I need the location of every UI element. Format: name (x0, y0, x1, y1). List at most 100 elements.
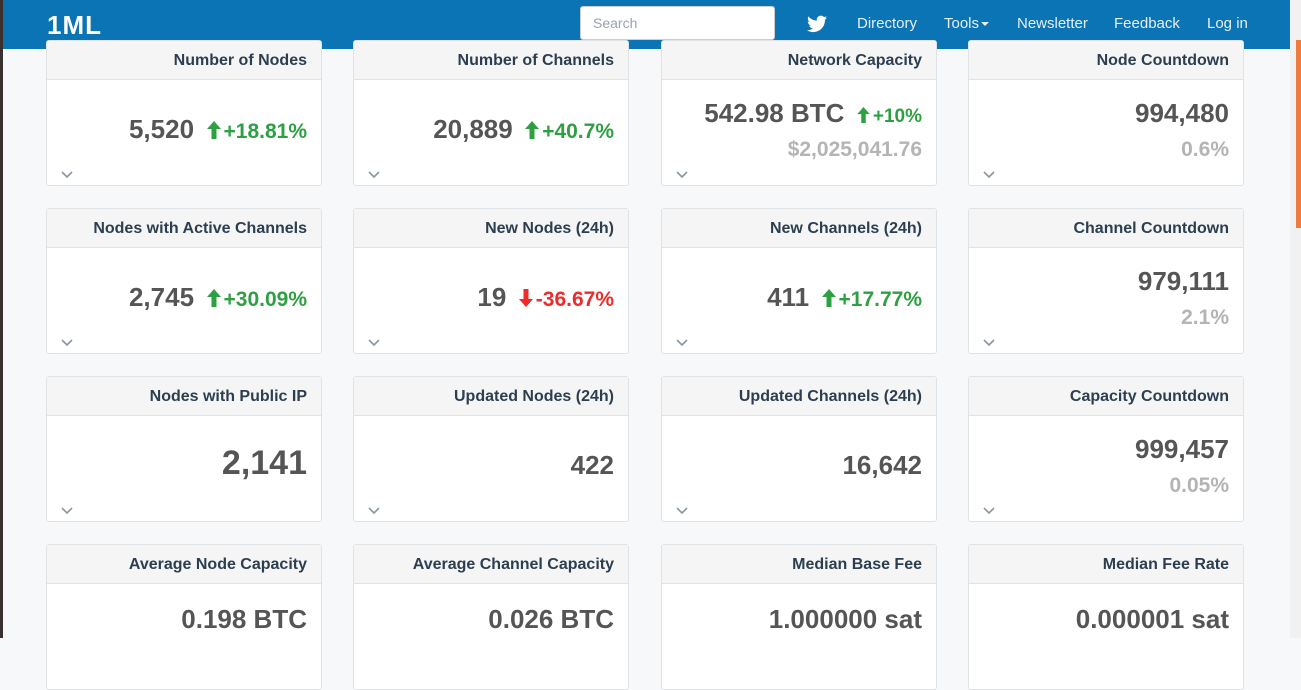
stat-row: 2,745 +30.09% (129, 282, 307, 313)
stat-row: 542.98 BTC +10% (704, 98, 922, 129)
chevron-down-icon[interactable] (983, 507, 995, 515)
stat-value: 542.98 BTC (704, 98, 845, 128)
change-value: +17.77% (838, 288, 923, 311)
chevron-down-icon[interactable] (368, 339, 380, 347)
stat-row: 2,141 (222, 444, 307, 483)
card-title: New Nodes (24h) (354, 209, 628, 248)
card-title: Average Node Capacity (47, 545, 321, 584)
stat-value: 2,745 (128, 282, 195, 312)
arrow-up-icon (206, 289, 221, 307)
nav-link-tools[interactable]: Tools (944, 15, 990, 32)
change-up: +17.77% (821, 288, 923, 311)
stat-row: 0.000001 sat (1076, 604, 1229, 635)
chevron-down-icon[interactable] (61, 339, 73, 347)
stat-row: 411 +17.77% (767, 282, 922, 313)
stat-row: 999,457 (1135, 434, 1229, 465)
card-median-fee-rate: Median Fee Rate 0.000001 sat (968, 544, 1244, 690)
card-node-countdown: Node Countdown 994,480 0.6% (968, 40, 1244, 186)
card-title: Network Capacity (662, 41, 936, 80)
card-number-of-channels: Number of Channels 20,889 +40.7% (353, 40, 629, 186)
card-updated-channels: Updated Channels (24h) 16,642 (661, 376, 937, 522)
card-title: Average Channel Capacity (354, 545, 628, 584)
stat-row: 16,642 (842, 450, 922, 481)
change-value: +10% (872, 106, 922, 127)
chevron-down-icon[interactable] (368, 171, 380, 179)
chevron-down-icon[interactable] (61, 507, 73, 515)
stat-value: 0.000001 sat (1075, 604, 1229, 634)
change-value: +18.81% (223, 120, 308, 143)
stat-row: 19 -36.67% (477, 282, 614, 313)
arrow-up-icon (206, 121, 221, 139)
chevron-down-icon[interactable] (676, 507, 688, 515)
arrow-down-icon (518, 289, 533, 307)
card-title: Median Fee Rate (969, 545, 1243, 584)
stat-value: 999,457 (1135, 434, 1229, 464)
change-value: +40.7% (542, 120, 614, 143)
stat-value: 994,480 (1135, 98, 1229, 128)
nav-link-feedback[interactable]: Feedback (1114, 15, 1180, 32)
stat-value: 19 (477, 282, 507, 312)
card-title: Updated Channels (24h) (662, 377, 936, 416)
nav-link-directory[interactable]: Directory (857, 15, 918, 32)
card-title: Node Countdown (969, 41, 1243, 80)
card-new-channels: New Channels (24h) 411 +17.77% (661, 208, 937, 354)
stat-row: 422 (571, 450, 614, 481)
chevron-down-icon[interactable] (368, 507, 380, 515)
stat-row: 994,480 (1135, 98, 1229, 129)
nav-link-tools-label: Tools (944, 15, 980, 32)
nav-link-login[interactable]: Log in (1207, 15, 1248, 32)
chevron-down-icon[interactable] (676, 171, 688, 179)
card-updated-nodes: Updated Nodes (24h) 422 (353, 376, 629, 522)
card-avg-channel-capacity: Average Channel Capacity 0.026 BTC (353, 544, 629, 690)
stat-value: 411 (767, 282, 810, 312)
card-title: Number of Nodes (47, 41, 321, 80)
brand-logo[interactable]: 1ML (47, 10, 102, 40)
stat-value: 0.026 BTC (488, 604, 614, 634)
card-title: Median Base Fee (662, 545, 936, 584)
stat-value: 979,111 (1137, 266, 1229, 296)
card-avg-node-capacity: Average Node Capacity 0.198 BTC (46, 544, 322, 690)
chevron-down-icon[interactable] (676, 339, 688, 347)
arrow-up-icon (525, 121, 540, 139)
change-up: +40.7% (525, 120, 614, 143)
card-title: Nodes with Public IP (47, 377, 321, 416)
change-up: +30.09% (206, 288, 308, 311)
card-title: New Channels (24h) (662, 209, 936, 248)
stat-value: 2,141 (221, 444, 307, 482)
change-value: -36.67% (535, 288, 614, 311)
stat-row: 5,520 +18.81% (129, 114, 307, 145)
stat-value: 5,520 (128, 114, 195, 144)
card-title: Channel Countdown (969, 209, 1243, 248)
chevron-down-icon[interactable] (983, 171, 995, 179)
stat-row: 0.026 BTC (488, 604, 614, 635)
percent-value: 2.1% (1181, 306, 1229, 329)
chevron-down-icon (981, 22, 990, 27)
chevron-down-icon[interactable] (61, 171, 73, 179)
window-edge (0, 0, 3, 638)
stat-value: 1.000000 sat (768, 604, 922, 634)
arrow-up-icon (821, 289, 836, 307)
search-input[interactable] (580, 6, 775, 40)
card-channel-countdown: Channel Countdown 979,111 2.1% (968, 208, 1244, 354)
card-title: Number of Channels (354, 41, 628, 80)
chevron-down-icon[interactable] (983, 339, 995, 347)
scrollbar-thumb[interactable] (1296, 40, 1301, 228)
change-value: +30.09% (223, 288, 308, 311)
stat-value: 16,642 (842, 450, 922, 480)
card-title: Nodes with Active Channels (47, 209, 321, 248)
percent-value: 0.6% (1181, 138, 1229, 161)
change-up: +18.81% (206, 120, 308, 143)
stat-row: 0.198 BTC (181, 604, 307, 635)
twitter-icon[interactable] (807, 15, 827, 33)
nav-link-newsletter[interactable]: Newsletter (1017, 15, 1088, 32)
stat-value: 422 (570, 450, 614, 480)
card-title: Updated Nodes (24h) (354, 377, 628, 416)
scrollbar-track[interactable] (1290, 0, 1301, 638)
card-capacity-countdown: Capacity Countdown 999,457 0.05% (968, 376, 1244, 522)
card-number-of-nodes: Number of Nodes 5,520 +18.81% (46, 40, 322, 186)
card-nodes-public-ip: Nodes with Public IP 2,141 (46, 376, 322, 522)
change-up: +10% (857, 106, 922, 127)
percent-value: 0.05% (1169, 474, 1229, 497)
stat-value: 0.198 BTC (181, 604, 307, 634)
stat-row: 979,111 (1138, 266, 1229, 297)
